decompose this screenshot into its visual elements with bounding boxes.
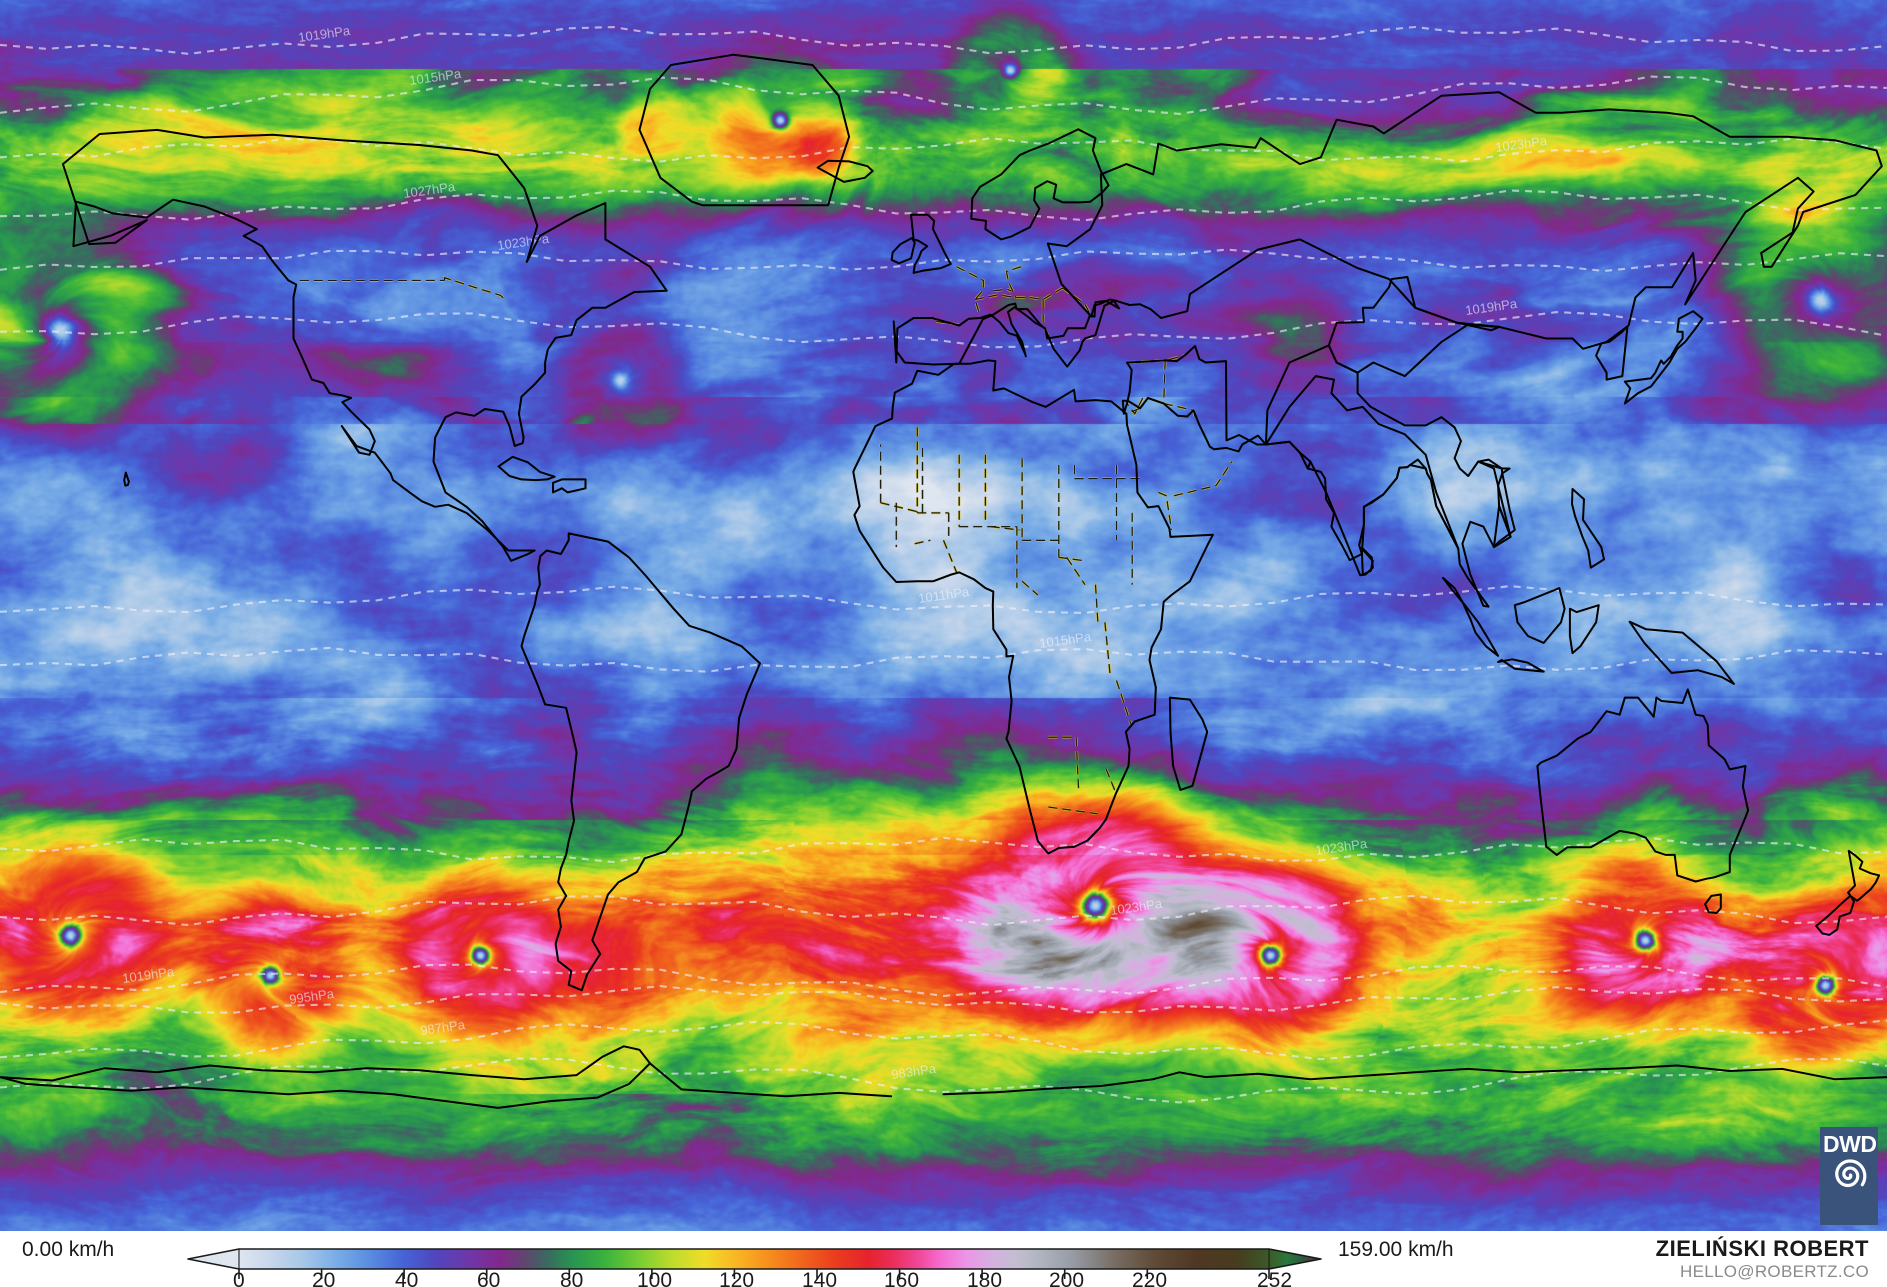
svg-text:0: 0 — [233, 1269, 245, 1287]
svg-text:0.00 km/h: 0.00 km/h — [22, 1238, 114, 1261]
svg-text:100: 100 — [637, 1269, 672, 1287]
svg-text:1015hPa: 1015hPa — [1038, 629, 1092, 651]
svg-text:252: 252 — [1257, 1269, 1292, 1287]
svg-text:1011hPa: 1011hPa — [917, 584, 970, 606]
svg-text:1019hPa: 1019hPa — [121, 964, 175, 986]
svg-text:1023hPa: 1023hPa — [1109, 896, 1163, 918]
svg-text:1019hPa: 1019hPa — [1464, 296, 1518, 318]
svg-text:220: 220 — [1132, 1269, 1167, 1287]
svg-text:160: 160 — [884, 1269, 919, 1287]
svg-text:140: 140 — [802, 1269, 837, 1287]
svg-text:987hPa: 987hPa — [419, 1017, 466, 1038]
svg-text:159.00 km/h: 159.00 km/h — [1338, 1238, 1454, 1261]
svg-text:200: 200 — [1049, 1269, 1084, 1287]
svg-text:983hPa: 983hPa — [890, 1061, 937, 1082]
svg-text:1019hPa: 1019hPa — [297, 23, 351, 45]
svg-text:DWD: DWD — [1823, 1131, 1876, 1157]
svg-text:60: 60 — [477, 1269, 500, 1287]
svg-text:40: 40 — [395, 1269, 418, 1287]
svg-text:180: 180 — [967, 1269, 1002, 1287]
svg-text:80: 80 — [560, 1269, 583, 1287]
svg-text:20: 20 — [312, 1269, 335, 1287]
svg-text:120: 120 — [719, 1269, 754, 1287]
